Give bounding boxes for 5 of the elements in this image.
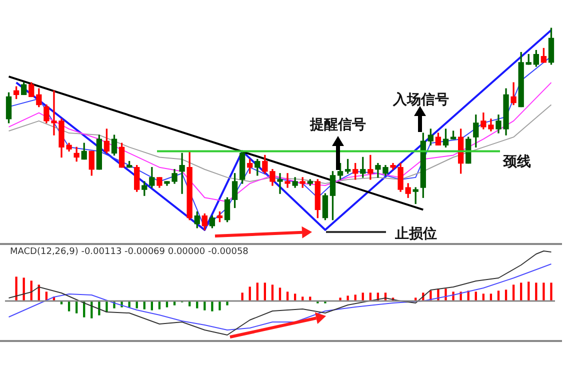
annotation: 提醒信号 xyxy=(310,117,366,133)
chart-title: MACD(12,26,9) -0.00113 -0.00069 0.00000 -0.00058 xyxy=(10,247,248,257)
annotation: 入场信号 xyxy=(393,92,449,108)
annotation: 止损位 xyxy=(395,226,437,242)
ref-line-label: 颈线 xyxy=(502,154,531,170)
